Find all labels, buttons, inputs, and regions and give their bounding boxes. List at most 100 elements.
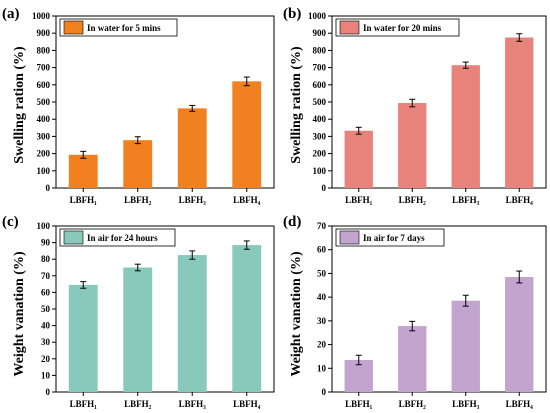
bar [177,108,207,188]
legend-label: In air for 24 hours [87,233,158,243]
y-tick-label: 50 [41,304,51,314]
bar [68,154,98,188]
panel-b: (b) Swelling ration (%) 0 100 200 300 400 500… [283,6,547,205]
bar [505,37,534,188]
y-tick-label: 70 [317,221,327,231]
y-tick-label: 60 [41,287,51,297]
y-tick-label: 30 [317,316,327,326]
y-tick-label: 70 [41,271,51,281]
y-tick-label: 400 [37,114,51,124]
y-tick-label: 900 [313,28,327,38]
bar [398,326,427,392]
bar [123,267,153,392]
x-tick-label: LBFH₁ [70,195,98,205]
y-tick-label: 0 [46,183,51,193]
panel-label: (d) [283,214,301,230]
bars [344,270,534,392]
legend-swatch [63,230,84,245]
legend: In air for 7 days [335,228,445,247]
bar [451,300,480,392]
y-tick-label: 0 [322,387,327,397]
y-tick-label: 10 [41,370,51,380]
y-axis-title: Weight vanation (%) [12,251,27,377]
x-tick-label: LBFH₄ [506,195,534,205]
y-tick-label: 40 [41,321,51,331]
y-axis: 0 10 20 30 40 50 60 70 [317,221,332,397]
legend-swatch [339,230,360,245]
y-tick-label: 30 [41,337,51,347]
y-tick-label: 0 [322,183,327,193]
y-tick-label: 300 [313,131,327,141]
y-axis: 0 100 200 300 400 500 600 700 800 900 1000 [308,11,332,193]
x-tick-label: LBFH₂ [399,195,427,205]
panel-label: (a) [2,6,20,22]
legend-box [335,228,445,247]
bars [68,76,262,188]
bar [123,140,153,188]
x-tick-label: LBFH₂ [124,195,152,205]
y-tick-label: 400 [313,114,327,124]
panel-a: (a) Swelling ration (%) 0 100 200 300 400 500… [2,6,275,205]
y-axis: 0 10 20 30 40 50 60 70 80 90 100 [37,221,56,397]
y-tick-label: 600 [37,80,51,90]
y-tick-label: 900 [37,28,51,38]
legend-box [59,228,176,247]
y-tick-label: 50 [317,268,327,278]
y-tick-label: 20 [41,354,51,364]
legend-label: In water for 5 mins [87,23,161,33]
bar [398,103,427,188]
y-tick-label: 300 [37,131,51,141]
x-axis: LBFH₁ LBFH₂ LBFH₃ LBFH₄ [345,392,533,409]
x-tick-label: LBFH₃ [452,195,480,205]
x-axis: LBFH₁ LBFH₂ LBFH₃ LBFH₄ [70,188,261,205]
y-tick-label: 500 [37,97,51,107]
x-tick-label: LBFH₃ [452,399,480,409]
bar [232,245,262,392]
x-tick-label: LBFH₂ [124,399,152,409]
y-tick-label: 100 [37,166,51,176]
y-tick-label: 100 [37,221,51,231]
legend: In water for 5 mins [59,18,178,37]
y-tick-label: 800 [313,45,327,55]
panel-c: (c) Weight vanation (%) 0 10 20 30 40 50 60 70 8… [2,214,275,409]
y-tick-label: 100 [313,166,327,176]
y-tick-label: 60 [317,245,327,255]
plot-frame [331,225,547,393]
x-tick-label: LBFH₁ [345,195,373,205]
bars [344,33,534,188]
y-tick-label: 80 [41,254,51,264]
legend-label: In air for 7 days [363,233,425,243]
x-tick-label: LBFH₃ [179,399,207,409]
y-tick-label: 500 [313,97,327,107]
x-axis: LBFH₁ LBFH₂ LBFH₃ LBFH₄ [70,392,261,409]
y-tick-label: 200 [37,149,51,159]
y-tick-label: 20 [317,340,327,350]
bars [68,240,262,392]
legend: In air for 24 hours [59,228,176,247]
y-tick-label: 1000 [308,11,327,21]
legend: In water for 20 mins [335,18,460,37]
y-tick-label: 1000 [32,11,51,21]
bar [177,255,207,392]
y-tick-label: 200 [313,149,327,159]
legend-box [335,18,460,37]
panel-d: (d) Weight vanation (%) 010203040506070 … [283,214,547,409]
x-tick-label: LBFH₁ [345,399,373,409]
y-axis-title: Swelling ration (%) [12,46,27,164]
legend-label: In water for 20 mins [363,23,442,33]
bar [68,284,98,392]
bar [232,81,262,188]
legend-swatch [339,20,360,35]
x-tick-label: LBFH₄ [233,399,261,409]
y-axis-title: Weight vanation (%) [289,251,304,377]
bar [344,130,373,188]
y-tick-label: 40 [317,292,327,302]
bar [344,359,373,392]
y-tick-label: 700 [313,63,327,73]
x-tick-label: LBFH₂ [399,399,427,409]
legend-swatch [63,20,84,35]
x-tick-label: LBFH₃ [179,195,207,205]
x-tick-label: LBFH₁ [70,399,98,409]
x-tick-label: LBFH₄ [506,399,534,409]
